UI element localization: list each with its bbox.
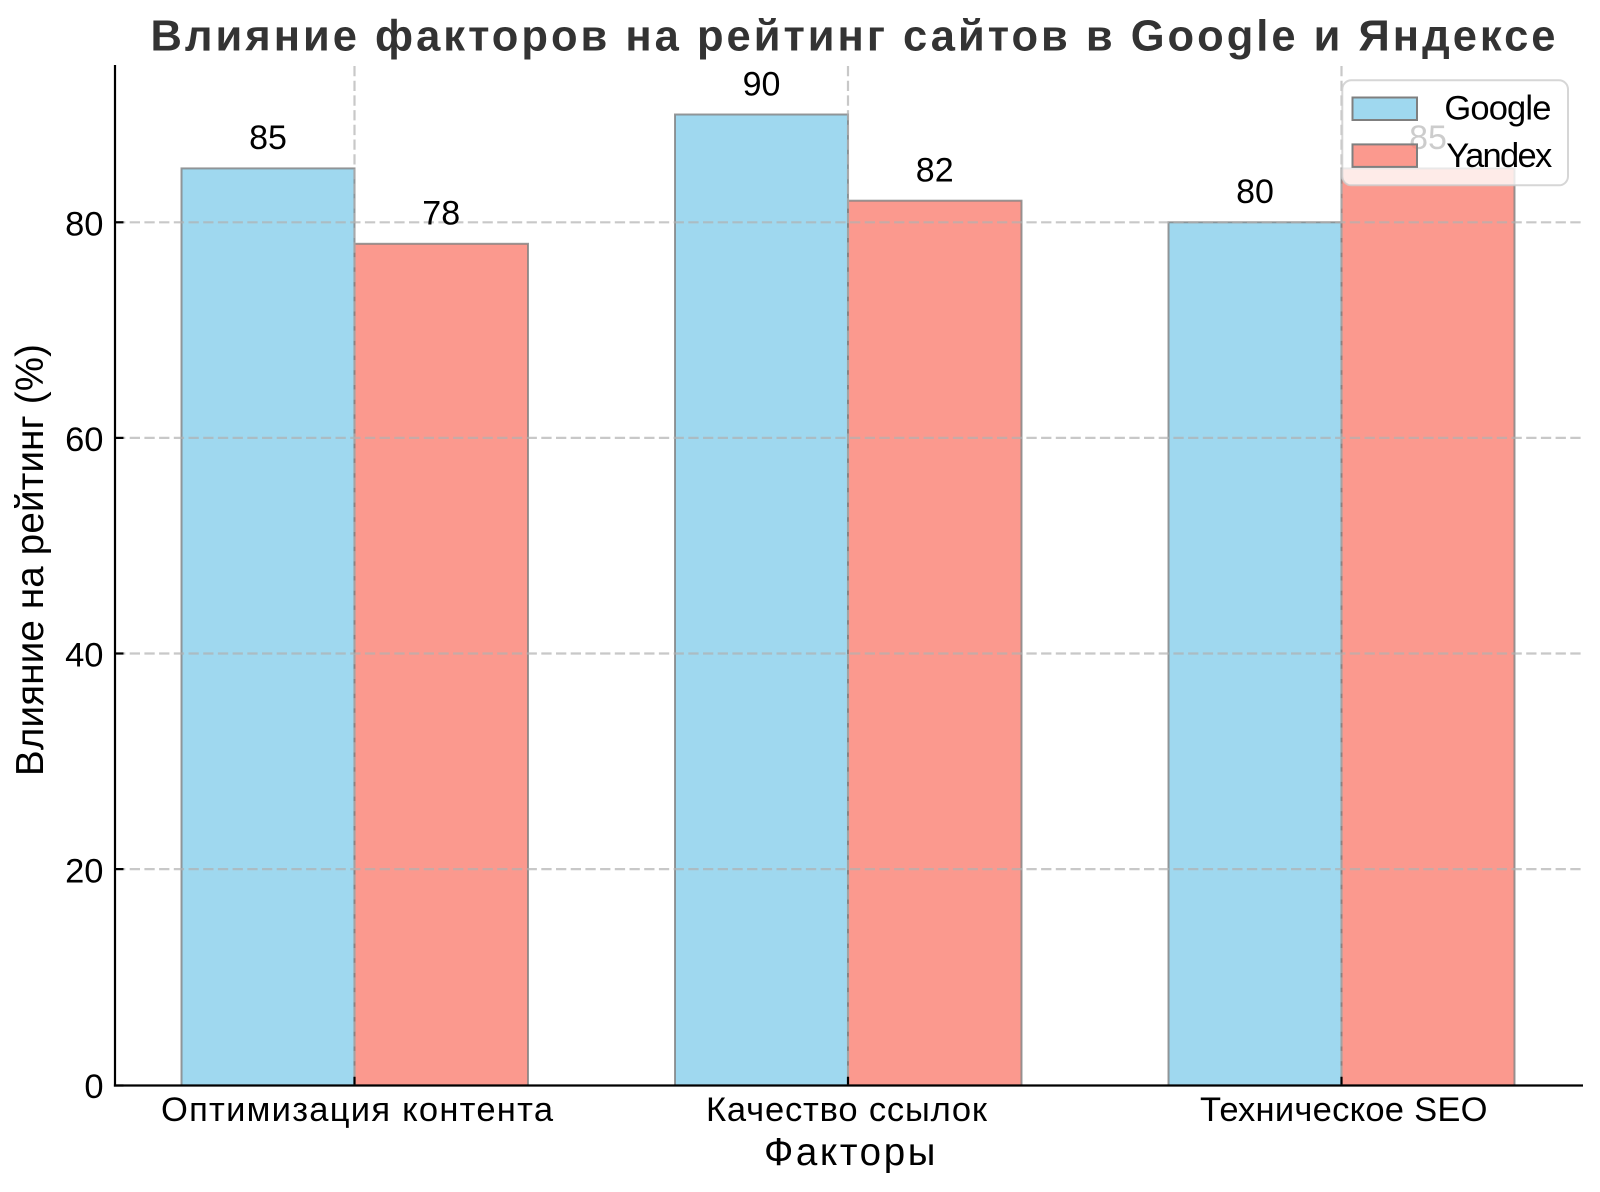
svg-text:20: 20 — [65, 852, 103, 890]
svg-text:40: 40 — [65, 637, 103, 675]
svg-text:80: 80 — [65, 206, 103, 244]
svg-text:Факторы: Факторы — [764, 1131, 936, 1174]
svg-text:0: 0 — [84, 1068, 103, 1106]
svg-text:Влияние на рейтинг (%): Влияние на рейтинг (%) — [9, 344, 52, 776]
svg-text:Влияние факторов на рейтинг са: Влияние факторов на рейтинг сайтов в Goo… — [151, 13, 1556, 61]
svg-text:85: 85 — [249, 119, 287, 157]
svg-text:Техническое SEO: Техническое SEO — [1200, 1091, 1488, 1129]
svg-text:80: 80 — [1236, 173, 1274, 211]
svg-text:Yandex: Yandex — [1446, 137, 1552, 175]
svg-text:60: 60 — [65, 421, 103, 459]
svg-text:90: 90 — [743, 65, 781, 103]
svg-text:78: 78 — [422, 195, 460, 233]
svg-text:Качество ссылок: Качество ссылок — [706, 1091, 988, 1129]
svg-text:82: 82 — [916, 152, 954, 190]
svg-text:Google: Google — [1444, 90, 1551, 128]
svg-text:Оптимизация контента: Оптимизация контента — [161, 1091, 554, 1129]
